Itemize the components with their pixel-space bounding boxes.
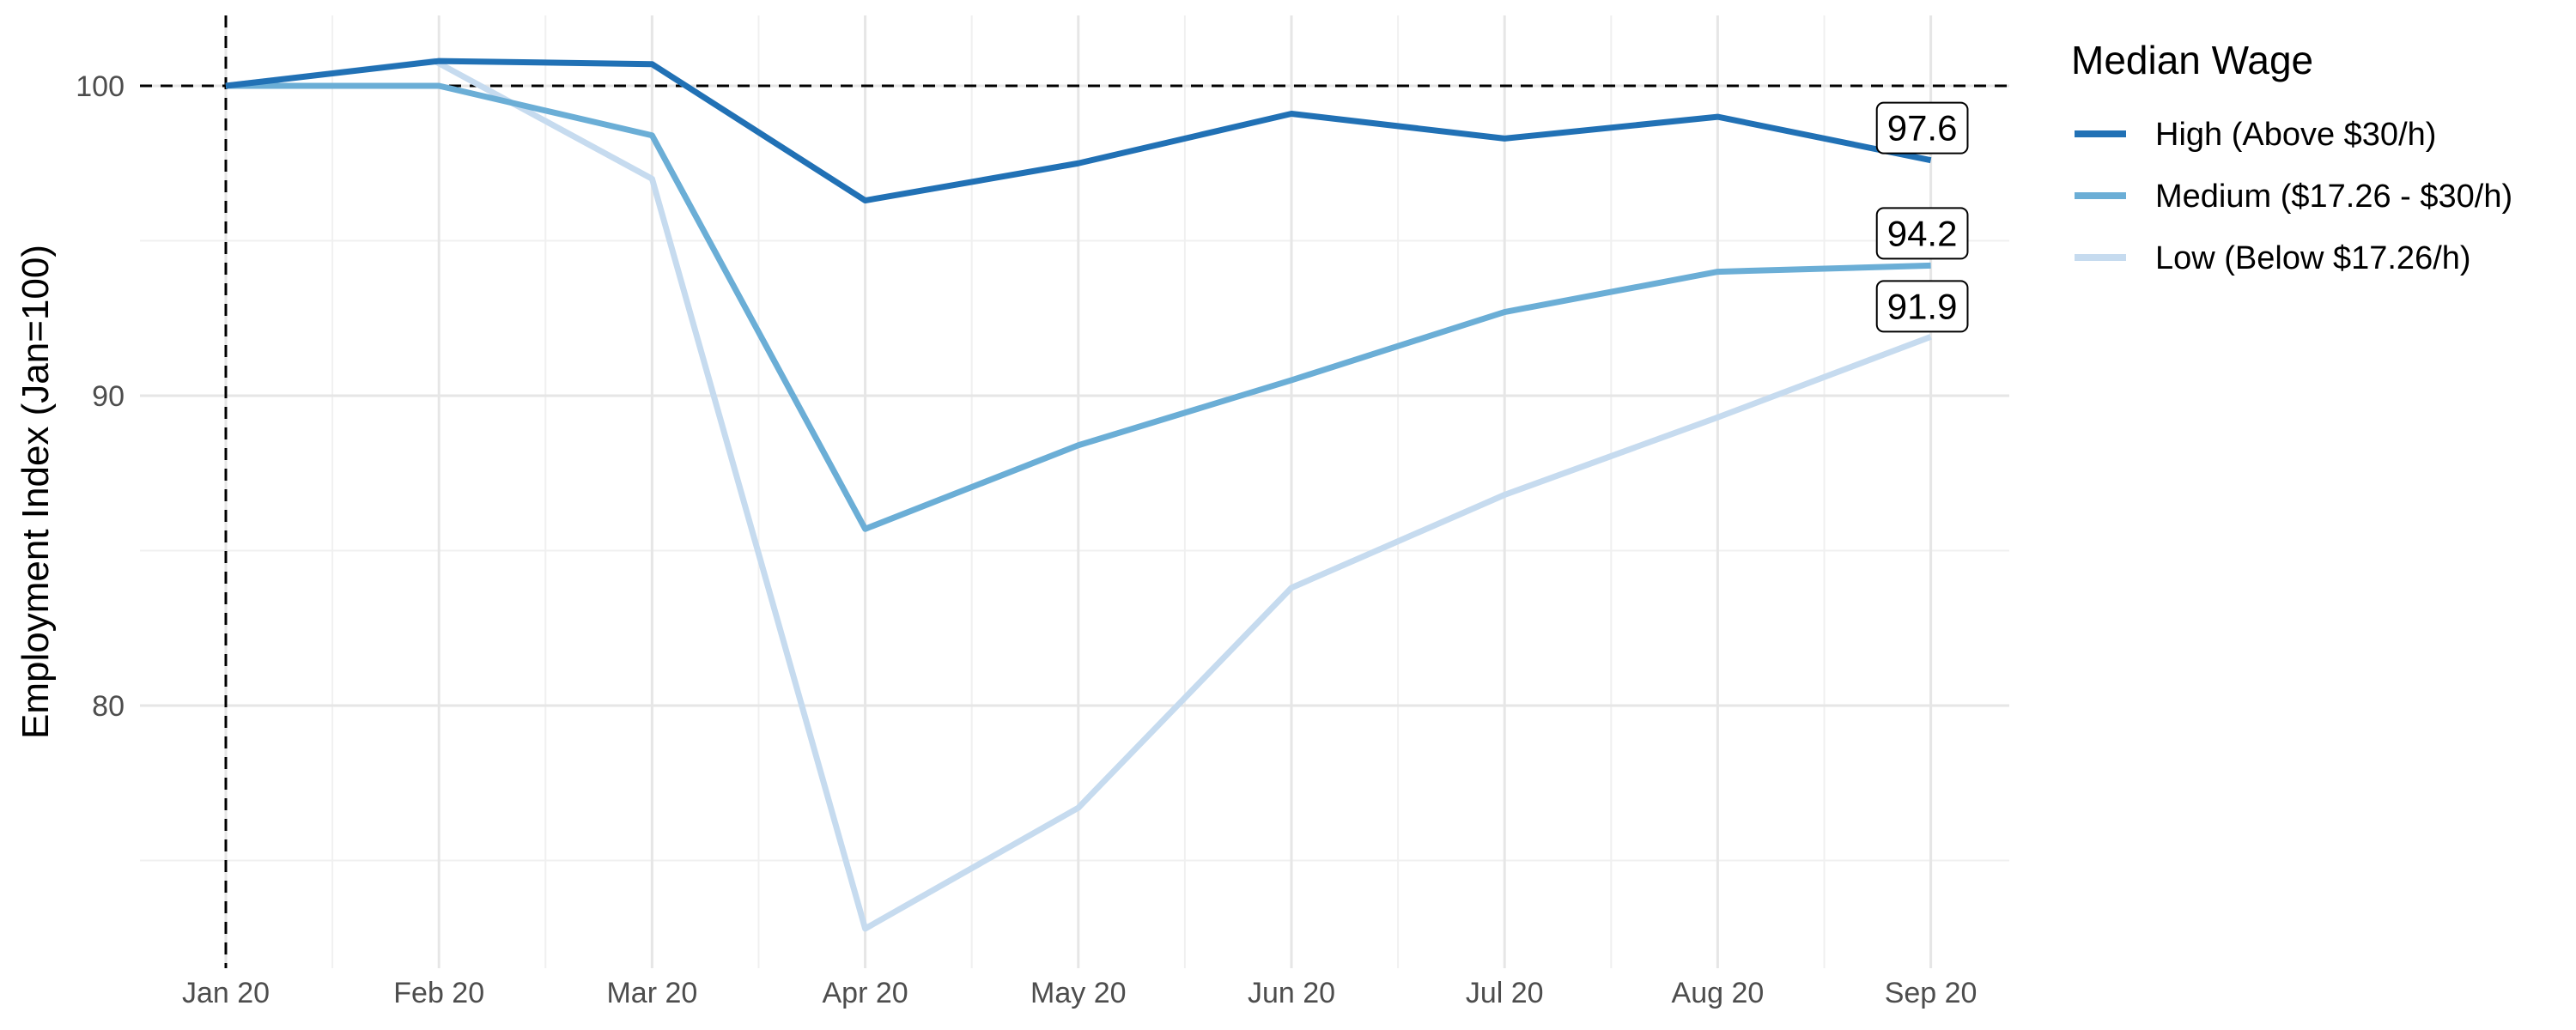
x-tick-label: Mar 20 bbox=[606, 977, 697, 1009]
y-tick-label: 90 bbox=[92, 380, 125, 413]
series-line-0 bbox=[225, 58, 1932, 204]
y-tick-label: 100 bbox=[76, 70, 125, 103]
reference-lines bbox=[140, 15, 2009, 968]
end-label: 91.9 bbox=[1875, 280, 1969, 333]
axes: Employment Index (Jan=100) 80 90 100 Jan 20… bbox=[15, 70, 1977, 1009]
x-tick-label: May 20 bbox=[1030, 977, 1127, 1009]
x-tick-label: Sep 20 bbox=[1885, 977, 1978, 1009]
series-line-1 bbox=[226, 82, 1931, 532]
legend-item: High (Above $30/h) bbox=[2075, 117, 2436, 153]
legend: Median Wage High (Above $30/h) Medium ($1… bbox=[2071, 38, 2512, 276]
legend-item: Low (Below $17.26/h) bbox=[2075, 240, 2471, 276]
legend-label: Medium ($17.26 - $30/h) bbox=[2155, 179, 2512, 215]
end-label-text: 91.9 bbox=[1887, 286, 1958, 326]
end-label-box bbox=[1875, 280, 1969, 333]
legend-label: High (Above $30/h) bbox=[2155, 117, 2436, 153]
x-tick-label: Feb 20 bbox=[393, 977, 484, 1009]
y-axis-title: Employment Index (Jan=100) bbox=[15, 245, 57, 739]
legend-label: Low (Below $17.26/h) bbox=[2155, 240, 2471, 276]
end-label: 97.6 bbox=[1875, 101, 1969, 154]
y-tick-label: 80 bbox=[92, 690, 125, 723]
x-tick-label: Aug 20 bbox=[1672, 977, 1765, 1009]
x-tick-label: Jun 20 bbox=[1248, 977, 1335, 1009]
grid bbox=[140, 15, 2009, 968]
legend-title: Median Wage bbox=[2071, 38, 2313, 82]
series-lines bbox=[225, 58, 1932, 932]
x-tick-label: Apr 20 bbox=[823, 977, 908, 1009]
end-label-text: 94.2 bbox=[1887, 213, 1958, 253]
end-labels: 97.6 94.2 91.9 bbox=[1875, 101, 1969, 333]
end-label: 94.2 bbox=[1875, 207, 1969, 260]
x-tick-label: Jan 20 bbox=[182, 977, 270, 1009]
end-label-box bbox=[1875, 101, 1969, 154]
end-label-box bbox=[1875, 207, 1969, 260]
legend-item: Medium ($17.26 - $30/h) bbox=[2075, 179, 2512, 215]
end-label-text: 97.6 bbox=[1887, 108, 1958, 148]
x-tick-label: Jul 20 bbox=[1466, 977, 1544, 1009]
